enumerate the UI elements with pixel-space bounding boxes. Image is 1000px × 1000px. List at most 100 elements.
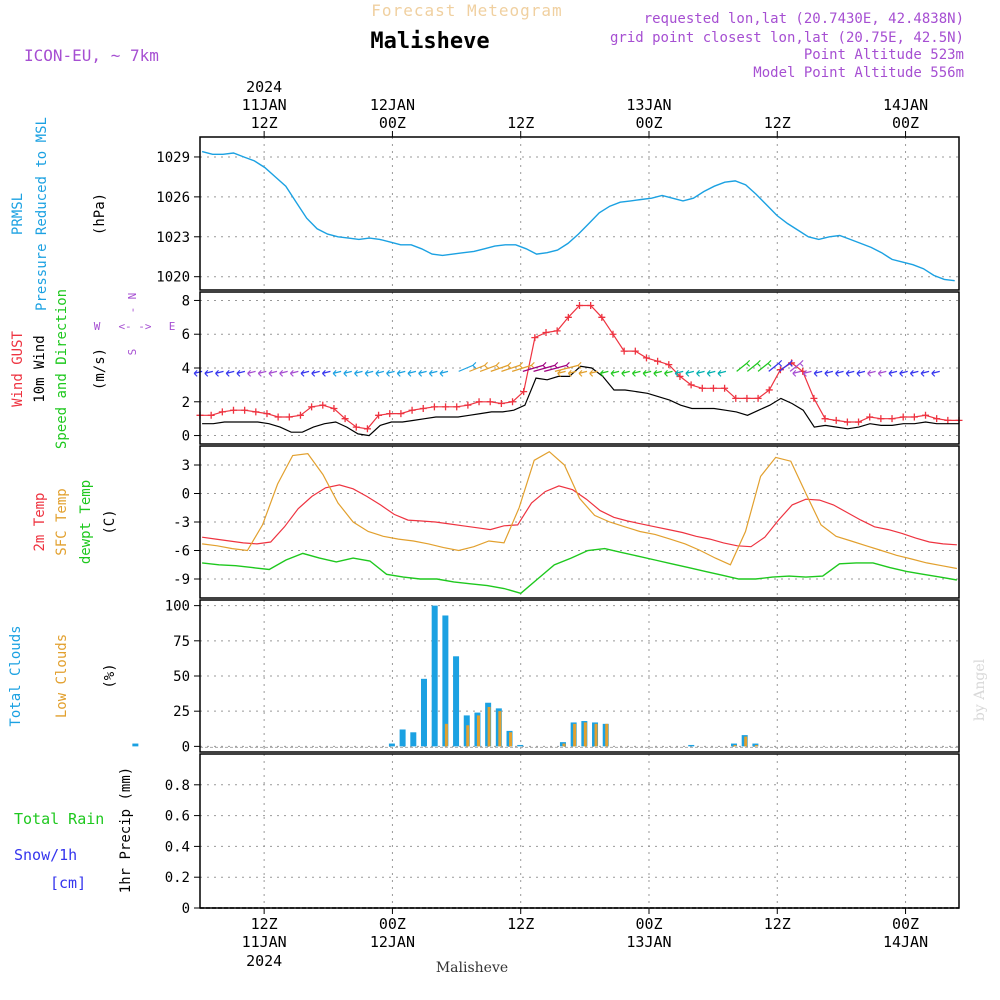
- compass-e: E: [169, 320, 176, 333]
- wind-arrow: [835, 369, 844, 377]
- gust-marker: [832, 416, 840, 424]
- ytick-label: 1029: [156, 150, 190, 166]
- gust-marker: [330, 405, 338, 413]
- gust-marker: [464, 401, 472, 409]
- wind-arrow: [386, 369, 395, 377]
- wind-arrow: [736, 359, 751, 372]
- top-hour-label: 12Z: [507, 114, 534, 132]
- wind-arrow: [888, 369, 898, 377]
- gust-marker: [598, 313, 606, 321]
- gust-marker: [765, 386, 773, 394]
- series-sfc-temp: [202, 450, 958, 570]
- bar-low-clouds: [744, 736, 748, 747]
- bar-total-clouds: [688, 744, 695, 747]
- unit-percent: (%): [102, 663, 118, 688]
- top-hour-label: 00Z: [892, 114, 919, 132]
- ytick-label: 1026: [156, 190, 190, 206]
- axis-labels: 1020 1023 1026 1029 0 2 4 6 8 -9 -6 -3 0 3 0 25 50 75 100 0…: [8, 78, 928, 970]
- compass-h: <- ->: [118, 320, 151, 333]
- wind-arrow: [664, 369, 673, 377]
- bar-total-clouds: [132, 743, 139, 747]
- unit-c: (C): [102, 509, 118, 534]
- wind-arrow: [567, 369, 577, 377]
- wind-arrow: [674, 369, 684, 377]
- wind-arrow: [364, 369, 374, 377]
- wind-arrow: [803, 369, 812, 377]
- gust-marker: [308, 403, 316, 411]
- gust-marker: [866, 413, 874, 421]
- wind-arrow: [856, 369, 866, 377]
- top-hour-label: 00Z: [635, 114, 662, 132]
- wind-arrow: [696, 369, 705, 377]
- ytick-label: 6: [182, 327, 190, 343]
- wind-arrow: [268, 369, 278, 377]
- gust-marker: [497, 399, 505, 407]
- ytick-label: 0.8: [165, 778, 190, 794]
- wind-arrow: [877, 369, 887, 377]
- wind-arrow: [215, 369, 224, 377]
- gust-marker: [576, 302, 583, 310]
- gust-marker: [698, 384, 706, 392]
- ytick-label: 8: [182, 293, 190, 309]
- gust-marker: [296, 411, 304, 419]
- gust-marker: [531, 334, 539, 342]
- wind-arrow: [257, 369, 267, 377]
- model-label: ICON-EU, ~ 7km: [24, 46, 159, 65]
- bottom-year-label: 2024: [246, 952, 282, 970]
- wind-arrow: [845, 369, 855, 377]
- bar-total-clouds: [410, 732, 417, 747]
- top-date-label: 13JAN: [626, 96, 671, 114]
- ytick-label: 100: [165, 599, 190, 615]
- wind-arrow: [899, 369, 908, 377]
- unit-ms: (m/s): [92, 348, 108, 390]
- gust-marker: [408, 406, 416, 414]
- bar-low-clouds: [444, 723, 448, 747]
- label-total-clouds: Total Clouds: [8, 625, 24, 726]
- ytick-label: -3: [173, 515, 190, 531]
- wind-arrow: [578, 369, 588, 377]
- unit-precip: 1hr Precip (mm): [118, 767, 134, 893]
- gust-marker: [721, 384, 729, 392]
- gust-marker: [486, 398, 494, 406]
- bar-total-clouds: [431, 605, 438, 747]
- ytick-label: 1023: [156, 230, 190, 246]
- gust-marker: [609, 330, 617, 338]
- bar-low-clouds: [594, 723, 598, 747]
- gust-marker: [922, 411, 930, 419]
- bottom-date-label: 12JAN: [370, 933, 415, 951]
- wind-arrow: [789, 359, 804, 372]
- location-title: Malisheve: [370, 29, 489, 54]
- bar-low-clouds: [573, 723, 577, 747]
- ytick-label: 1020: [156, 270, 190, 286]
- wind-arrow: [311, 369, 320, 377]
- gust-marker: [274, 413, 282, 421]
- wind-arrow: [279, 369, 288, 377]
- bar-low-clouds: [466, 725, 470, 747]
- requested-coords: requested lon,lat (20.7430E, 42.4838N): [644, 11, 964, 27]
- gust-marker: [810, 394, 818, 402]
- wind-arrow: [653, 369, 662, 377]
- wind-arrow: [236, 369, 246, 377]
- bar-low-clouds: [605, 723, 609, 747]
- label-pressure-msl: Pressure Reduced to MSL: [34, 117, 50, 311]
- bar-total-clouds: [453, 656, 460, 747]
- wind-arrow: [407, 369, 417, 377]
- wind-arrow: [792, 369, 801, 377]
- panel-frame-5: [199, 753, 960, 909]
- gust-marker: [542, 329, 550, 337]
- grid-lines: [200, 137, 959, 909]
- wind-arrow: [375, 369, 385, 377]
- wind-arrow: [554, 361, 582, 372]
- bar-low-clouds: [733, 744, 737, 747]
- wind-arrow: [779, 359, 793, 372]
- gust-marker: [732, 394, 740, 402]
- bottom-hour-label: 12Z: [507, 915, 534, 933]
- gust-marker: [665, 361, 673, 369]
- ytick-label: 0: [182, 901, 190, 917]
- top-hour-label: 00Z: [379, 114, 406, 132]
- wind-arrow: [557, 369, 566, 377]
- bar-low-clouds: [754, 744, 758, 747]
- wind-arrow: [469, 361, 489, 372]
- ytick-label: -6: [173, 544, 190, 560]
